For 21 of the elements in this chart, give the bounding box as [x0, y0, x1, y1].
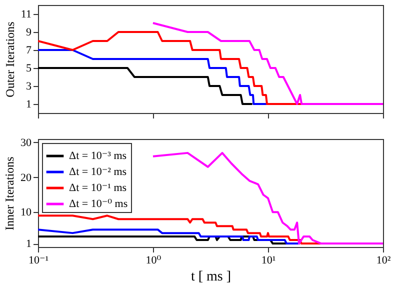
x-tick-label: 10²	[376, 254, 392, 266]
y-axis-title: Outer Iterations	[2, 21, 17, 98]
y-tick-label: 1	[26, 98, 32, 110]
y-tick-label: 3	[26, 80, 32, 92]
y-tick-label: 7	[26, 44, 32, 56]
y-tick-label: 5	[26, 62, 32, 74]
legend-label: Δt = 10⁻¹ ms	[69, 182, 127, 194]
y-tick-label: 10	[20, 206, 32, 219]
y-tick-label: 9	[26, 26, 32, 38]
y-tick-label: 30	[20, 136, 32, 149]
legend-label: Δt = 10⁻³ ms	[69, 150, 127, 162]
legend-label: Δt = 10⁻² ms	[69, 166, 127, 178]
y-tick-label: 11	[20, 8, 32, 20]
x-tick-label: 10⁻¹	[28, 254, 49, 266]
y-axis-title: Inner Iterations	[2, 156, 16, 230]
x-tick-label: 10⁰	[146, 254, 162, 266]
x-axis-title: t [ ms ]	[190, 270, 232, 284]
x-tick-label: 10¹	[261, 254, 276, 266]
y-tick-label: 20	[20, 172, 32, 184]
y-tick-label: 1	[26, 238, 32, 250]
legend-label: Δt = 10⁻⁰ ms	[69, 198, 128, 210]
